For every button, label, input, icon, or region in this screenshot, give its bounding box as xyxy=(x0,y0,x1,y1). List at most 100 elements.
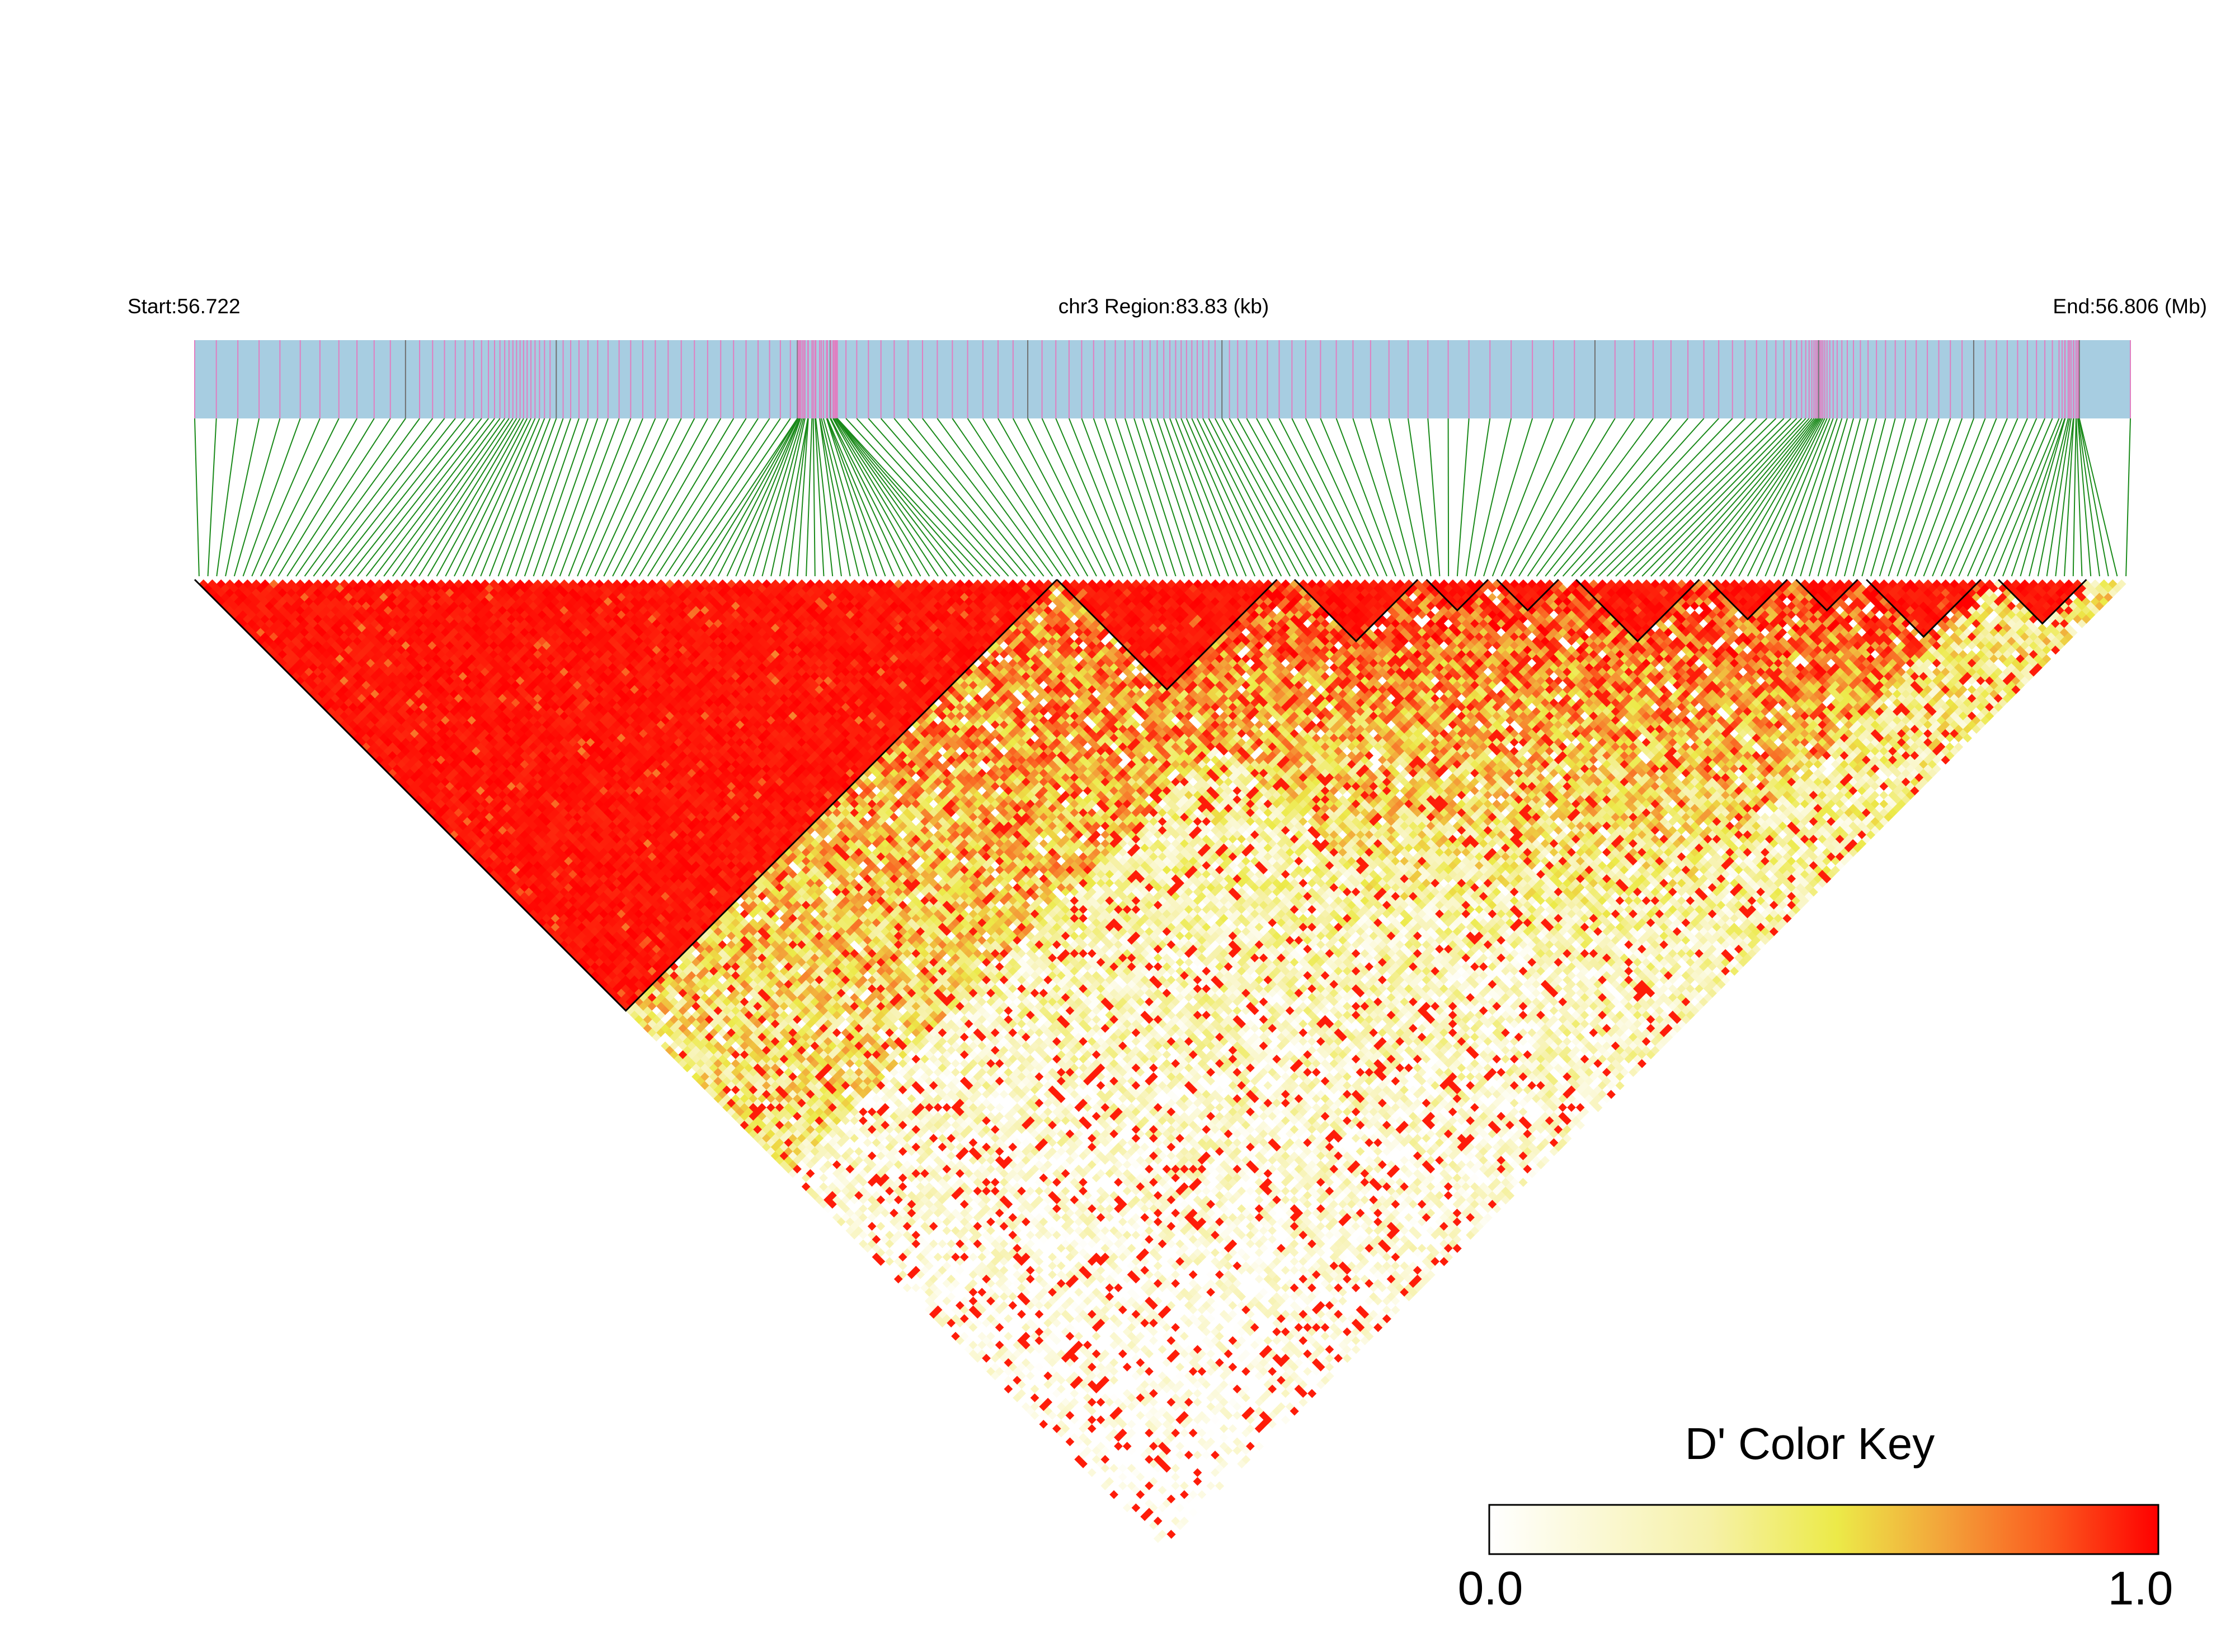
snp-connector xyxy=(445,418,528,577)
snp-connector xyxy=(1747,418,1825,577)
snp-connector xyxy=(674,418,781,577)
snp-connector xyxy=(726,418,801,577)
snp-connector xyxy=(436,418,524,577)
snp-connector xyxy=(1923,418,1986,577)
snp-connector xyxy=(577,418,643,577)
snp-connector xyxy=(830,418,904,577)
ld-cell xyxy=(269,623,279,633)
snp-connector xyxy=(717,418,799,577)
snp-connector xyxy=(779,418,808,577)
ld-cell xyxy=(529,909,538,919)
ld-cell xyxy=(480,860,490,870)
snp-connector xyxy=(1808,418,1854,577)
snp-connector xyxy=(797,418,809,577)
snp-connector xyxy=(1800,418,1848,577)
snp-connector xyxy=(330,418,456,577)
snp-connector xyxy=(1720,418,1820,577)
snp-connector xyxy=(313,418,434,577)
ld-cell xyxy=(265,628,274,637)
snp-connector xyxy=(822,418,869,577)
snp-connector xyxy=(1527,418,1635,577)
snp-connector xyxy=(2002,418,2063,577)
snp-connector xyxy=(286,418,391,577)
snp-connector xyxy=(812,418,816,577)
snp-connector xyxy=(1427,418,1441,577)
snp-connector xyxy=(1081,418,1141,577)
region-end-label: End:56.806 (Mb) xyxy=(2053,295,2207,318)
snp-connector xyxy=(826,418,886,577)
snp-connector xyxy=(1571,418,1719,577)
snp-connector xyxy=(761,418,804,577)
snp-connector xyxy=(1967,418,2038,577)
snp-connector xyxy=(2077,418,2092,577)
snp-connector xyxy=(612,418,695,577)
snp-connector xyxy=(656,418,759,577)
snp-connector xyxy=(893,418,1027,577)
snp-connector xyxy=(1197,418,1273,577)
snp-connector xyxy=(1133,418,1185,577)
ld-heatmap xyxy=(199,579,2126,1548)
snp-connector xyxy=(242,418,301,577)
snp-connector xyxy=(2020,418,2066,577)
snp-connector xyxy=(1104,418,1159,577)
snp-connector xyxy=(2011,418,2065,577)
ld-cell xyxy=(220,583,230,593)
snp-connector xyxy=(225,418,260,577)
snp-connector xyxy=(1782,418,1838,577)
snp-connector xyxy=(1580,418,1733,577)
snp-connector xyxy=(1659,418,1806,577)
snp-connector xyxy=(2078,418,2109,577)
snp-connector xyxy=(322,418,445,577)
snp-connector xyxy=(880,418,1018,577)
snp-connector xyxy=(836,418,974,577)
snp-connector xyxy=(836,418,983,577)
snp-connector xyxy=(638,418,735,577)
snp-connector xyxy=(709,418,799,577)
snp-connector xyxy=(1843,418,1886,577)
snp-connector xyxy=(834,418,939,577)
snp-connector xyxy=(1615,418,1776,577)
snp-connector xyxy=(383,418,501,577)
snp-connector xyxy=(835,418,957,577)
snp-connector xyxy=(1545,418,1672,577)
snp-connector xyxy=(1027,418,1106,577)
snp-connector xyxy=(1305,418,1379,577)
snp-connector xyxy=(1861,418,1906,577)
snp-connector xyxy=(620,418,708,577)
snp-connector xyxy=(1932,418,1997,577)
snp-connector xyxy=(1835,418,1878,577)
snp-connector xyxy=(1093,418,1150,577)
snp-connector xyxy=(1509,418,1596,577)
snp-connector xyxy=(967,418,1071,577)
snp-connector xyxy=(830,418,912,577)
snp-connector xyxy=(1407,418,1432,577)
snp-connector xyxy=(1879,418,1928,577)
snp-connector xyxy=(1562,418,1705,577)
snp-connector xyxy=(1993,418,2060,577)
snp-connector xyxy=(374,418,495,577)
snp-connector xyxy=(907,418,1036,577)
snp-connector xyxy=(1632,418,1791,577)
snp-connector xyxy=(524,418,580,577)
snp-connector xyxy=(418,418,517,577)
snp-connector xyxy=(1597,418,1757,577)
snp-connector xyxy=(833,418,930,577)
snp-connector xyxy=(868,418,1009,577)
snp-connector xyxy=(827,418,895,577)
snp-connector xyxy=(1624,418,1785,577)
snp-connector xyxy=(836,418,965,577)
ld-cell xyxy=(260,614,270,624)
snp-connector xyxy=(207,418,217,577)
ld-cell xyxy=(383,764,393,774)
snp-connector xyxy=(1041,418,1115,577)
snp-connector xyxy=(269,418,357,577)
snp-connector xyxy=(1456,418,1470,577)
snp-connector xyxy=(647,418,747,577)
snp-connector xyxy=(806,418,813,577)
ld-cell xyxy=(216,579,226,589)
snp-connector xyxy=(1447,418,1450,577)
snp-connector xyxy=(533,418,589,577)
snp-connector xyxy=(559,418,620,577)
snp-connector xyxy=(2055,418,2074,577)
snp-connector xyxy=(814,418,825,577)
